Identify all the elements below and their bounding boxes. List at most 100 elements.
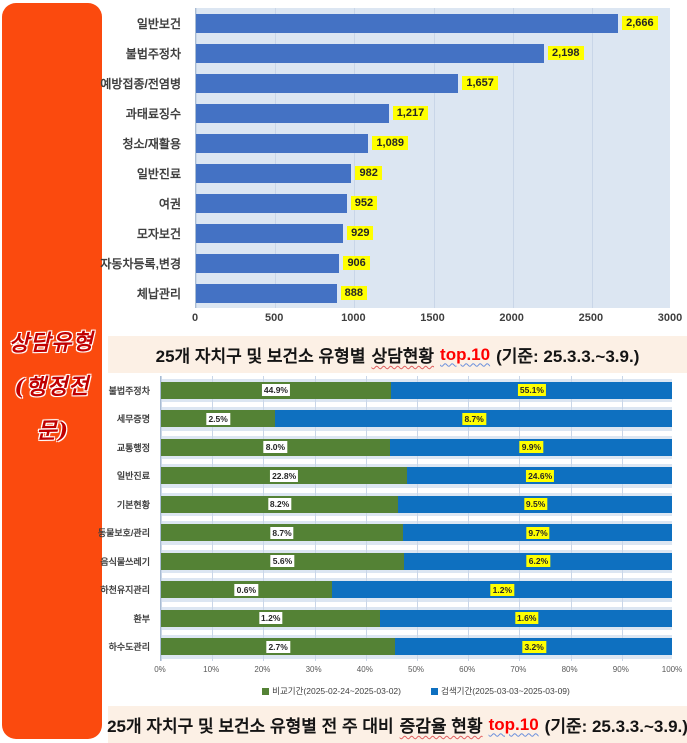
value-chip-search: 3.2% — [522, 640, 546, 653]
value-chip: 888 — [340, 286, 367, 300]
value-chip-search: 6.2% — [526, 555, 551, 568]
legend-swatch — [262, 687, 270, 695]
legend-label: 비교기간(2025-02-24~2025-03-02) — [272, 686, 401, 696]
bottom-title-tail: (기준: 25.3.3.~3.9.) — [544, 717, 687, 736]
gridline — [161, 376, 162, 661]
legend-swatch — [431, 687, 438, 695]
value-chip-compare: 44.9% — [261, 384, 290, 397]
top-title-top10: top.10 — [440, 344, 491, 364]
sidebar-label-line2: (행정전문) — [14, 373, 90, 445]
tick-label: 2500 — [578, 312, 604, 324]
tick-label: 80% — [561, 665, 578, 674]
category-label: 하천유지관리 — [100, 585, 150, 596]
value-chip-search: 8.7% — [462, 412, 486, 425]
gridline — [433, 8, 435, 308]
tick-label: 1000 — [341, 312, 366, 324]
value-chip: 2,666 — [622, 16, 658, 30]
category-label: 동물보호/관리 — [97, 528, 150, 539]
bottom-chart-title: 25개 자치구 및 보건소 유형별 전 주 대비 증감율 현황 top.10 (… — [107, 706, 687, 743]
value-chip-compare: 1.2% — [259, 612, 283, 625]
top-chart-x-axis: 0 500 1000 1500 2000 2500 3000 — [191, 312, 682, 326]
bottom-title-prefix: 25개 자치구 및 보건소 유형별 전 주 대비 — [107, 717, 394, 736]
bar — [196, 43, 545, 63]
tick-label: 20% — [254, 665, 271, 674]
bottom-chart-plot: 44.9% 55.1% 2.5% 8.7% 8.0% 9.9% 22.8% 24.6% 8.2%… — [160, 376, 672, 661]
top-title-prefix: 25개 자치구 및 보건소 유형별 — [155, 347, 366, 366]
bar — [196, 73, 459, 93]
category-label: 음식물쓰레기 — [100, 556, 150, 567]
value-chip-search: 9.5% — [523, 498, 548, 511]
tick-label: 90% — [612, 665, 629, 674]
gridline — [519, 376, 521, 661]
value-chip-compare: 2.5% — [206, 412, 230, 425]
gridline — [275, 8, 277, 308]
gridline — [512, 8, 514, 308]
category-label: 과태료징수 — [125, 106, 181, 121]
value-chip-compare: 8.0% — [263, 441, 288, 454]
value-chip-compare: 0.6% — [234, 583, 259, 596]
sidebar-label: 상담유형 (행정전문) — [1, 320, 103, 454]
legend-item: 비교기간(2025-02-24~2025-03-02) — [262, 685, 401, 697]
category-label: 예방접종/전염병 — [100, 76, 181, 91]
gridline — [314, 376, 316, 661]
bar — [196, 133, 369, 153]
value-chip-search: 24.6% — [526, 469, 555, 482]
tick-label: 100% — [661, 665, 683, 674]
value-chip-compare: 2.7% — [266, 640, 290, 653]
category-label: 일반진료 — [136, 166, 181, 181]
category-label: 모자보건 — [136, 226, 181, 241]
value-chip: 952 — [350, 196, 378, 210]
bar — [196, 283, 337, 303]
tick-label: 70% — [510, 665, 527, 674]
bottom-chart-x-axis: 0% 10% 20% 30% 40% 50% 60% 70% 80% 90% 100% — [154, 665, 682, 675]
category-label: 일반보건 — [136, 16, 181, 31]
tick-label: 2000 — [499, 312, 524, 324]
value-chip-compare: 8.2% — [267, 498, 292, 511]
gridline — [263, 376, 265, 661]
bar — [196, 253, 340, 273]
value-chip-compare: 8.7% — [270, 526, 294, 539]
gridline — [591, 8, 593, 308]
tick-label: 60% — [459, 665, 476, 674]
top-title-tail: (기준: 25.3.3.~3.9.) — [496, 347, 640, 366]
tick-label: 1500 — [420, 312, 445, 324]
category-label: 세무증명 — [116, 414, 150, 425]
gridline — [417, 376, 418, 661]
value-chip: 982 — [355, 166, 382, 180]
top-chart-title: 25개 자치구 및 보건소 유형별 상담현황 top.10 (기준: 25.3.… — [108, 336, 687, 373]
category-label: 환부 — [133, 613, 150, 624]
legend-item: 검색기간(2025-03-03~2025-03-09) — [431, 685, 570, 697]
bar — [196, 103, 389, 123]
tick-label: 40% — [356, 665, 373, 674]
value-chip-compare: 5.6% — [270, 555, 295, 568]
tick-label: 0 — [191, 312, 199, 324]
value-chip-compare: 22.8% — [270, 469, 299, 482]
value-chip: 1,089 — [372, 136, 408, 150]
category-label: 여권 — [158, 196, 181, 211]
tick-label: 3000 — [657, 312, 683, 324]
value-chip-search: 55.1% — [517, 384, 546, 397]
category-label: 체납관리 — [136, 286, 181, 301]
top-title-keyword: 상담현황 — [371, 347, 435, 366]
gridline — [212, 376, 214, 661]
category-label: 불법주정차 — [125, 46, 181, 61]
bottom-chart-legend: 비교기간(2025-02-24~2025-03-02) 검색기간(2025-03-… — [160, 684, 672, 698]
bar — [196, 13, 619, 33]
category-label: 청소/재활용 — [122, 136, 181, 151]
tick-label: 50% — [407, 665, 425, 674]
value-chip: 1,657 — [462, 76, 498, 90]
bottom-title-top10: top.10 — [488, 714, 539, 734]
legend-label: 검색기간(2025-03-03~2025-03-09) — [441, 686, 570, 696]
value-chip: 2,198 — [548, 46, 584, 60]
category-label: 기본현황 — [116, 499, 150, 510]
value-chip-search: 1.6% — [515, 612, 539, 625]
gridline — [365, 376, 367, 661]
sidebar-label-line1: 상담유형 — [8, 329, 94, 357]
value-chip-search: 9.9% — [519, 441, 544, 454]
value-chip: 929 — [347, 226, 374, 240]
bottom-title-keyword: 증감율 현황 — [399, 717, 483, 736]
tick-label: 10% — [203, 665, 220, 674]
category-label: 자동차등록,변경 — [100, 256, 181, 271]
